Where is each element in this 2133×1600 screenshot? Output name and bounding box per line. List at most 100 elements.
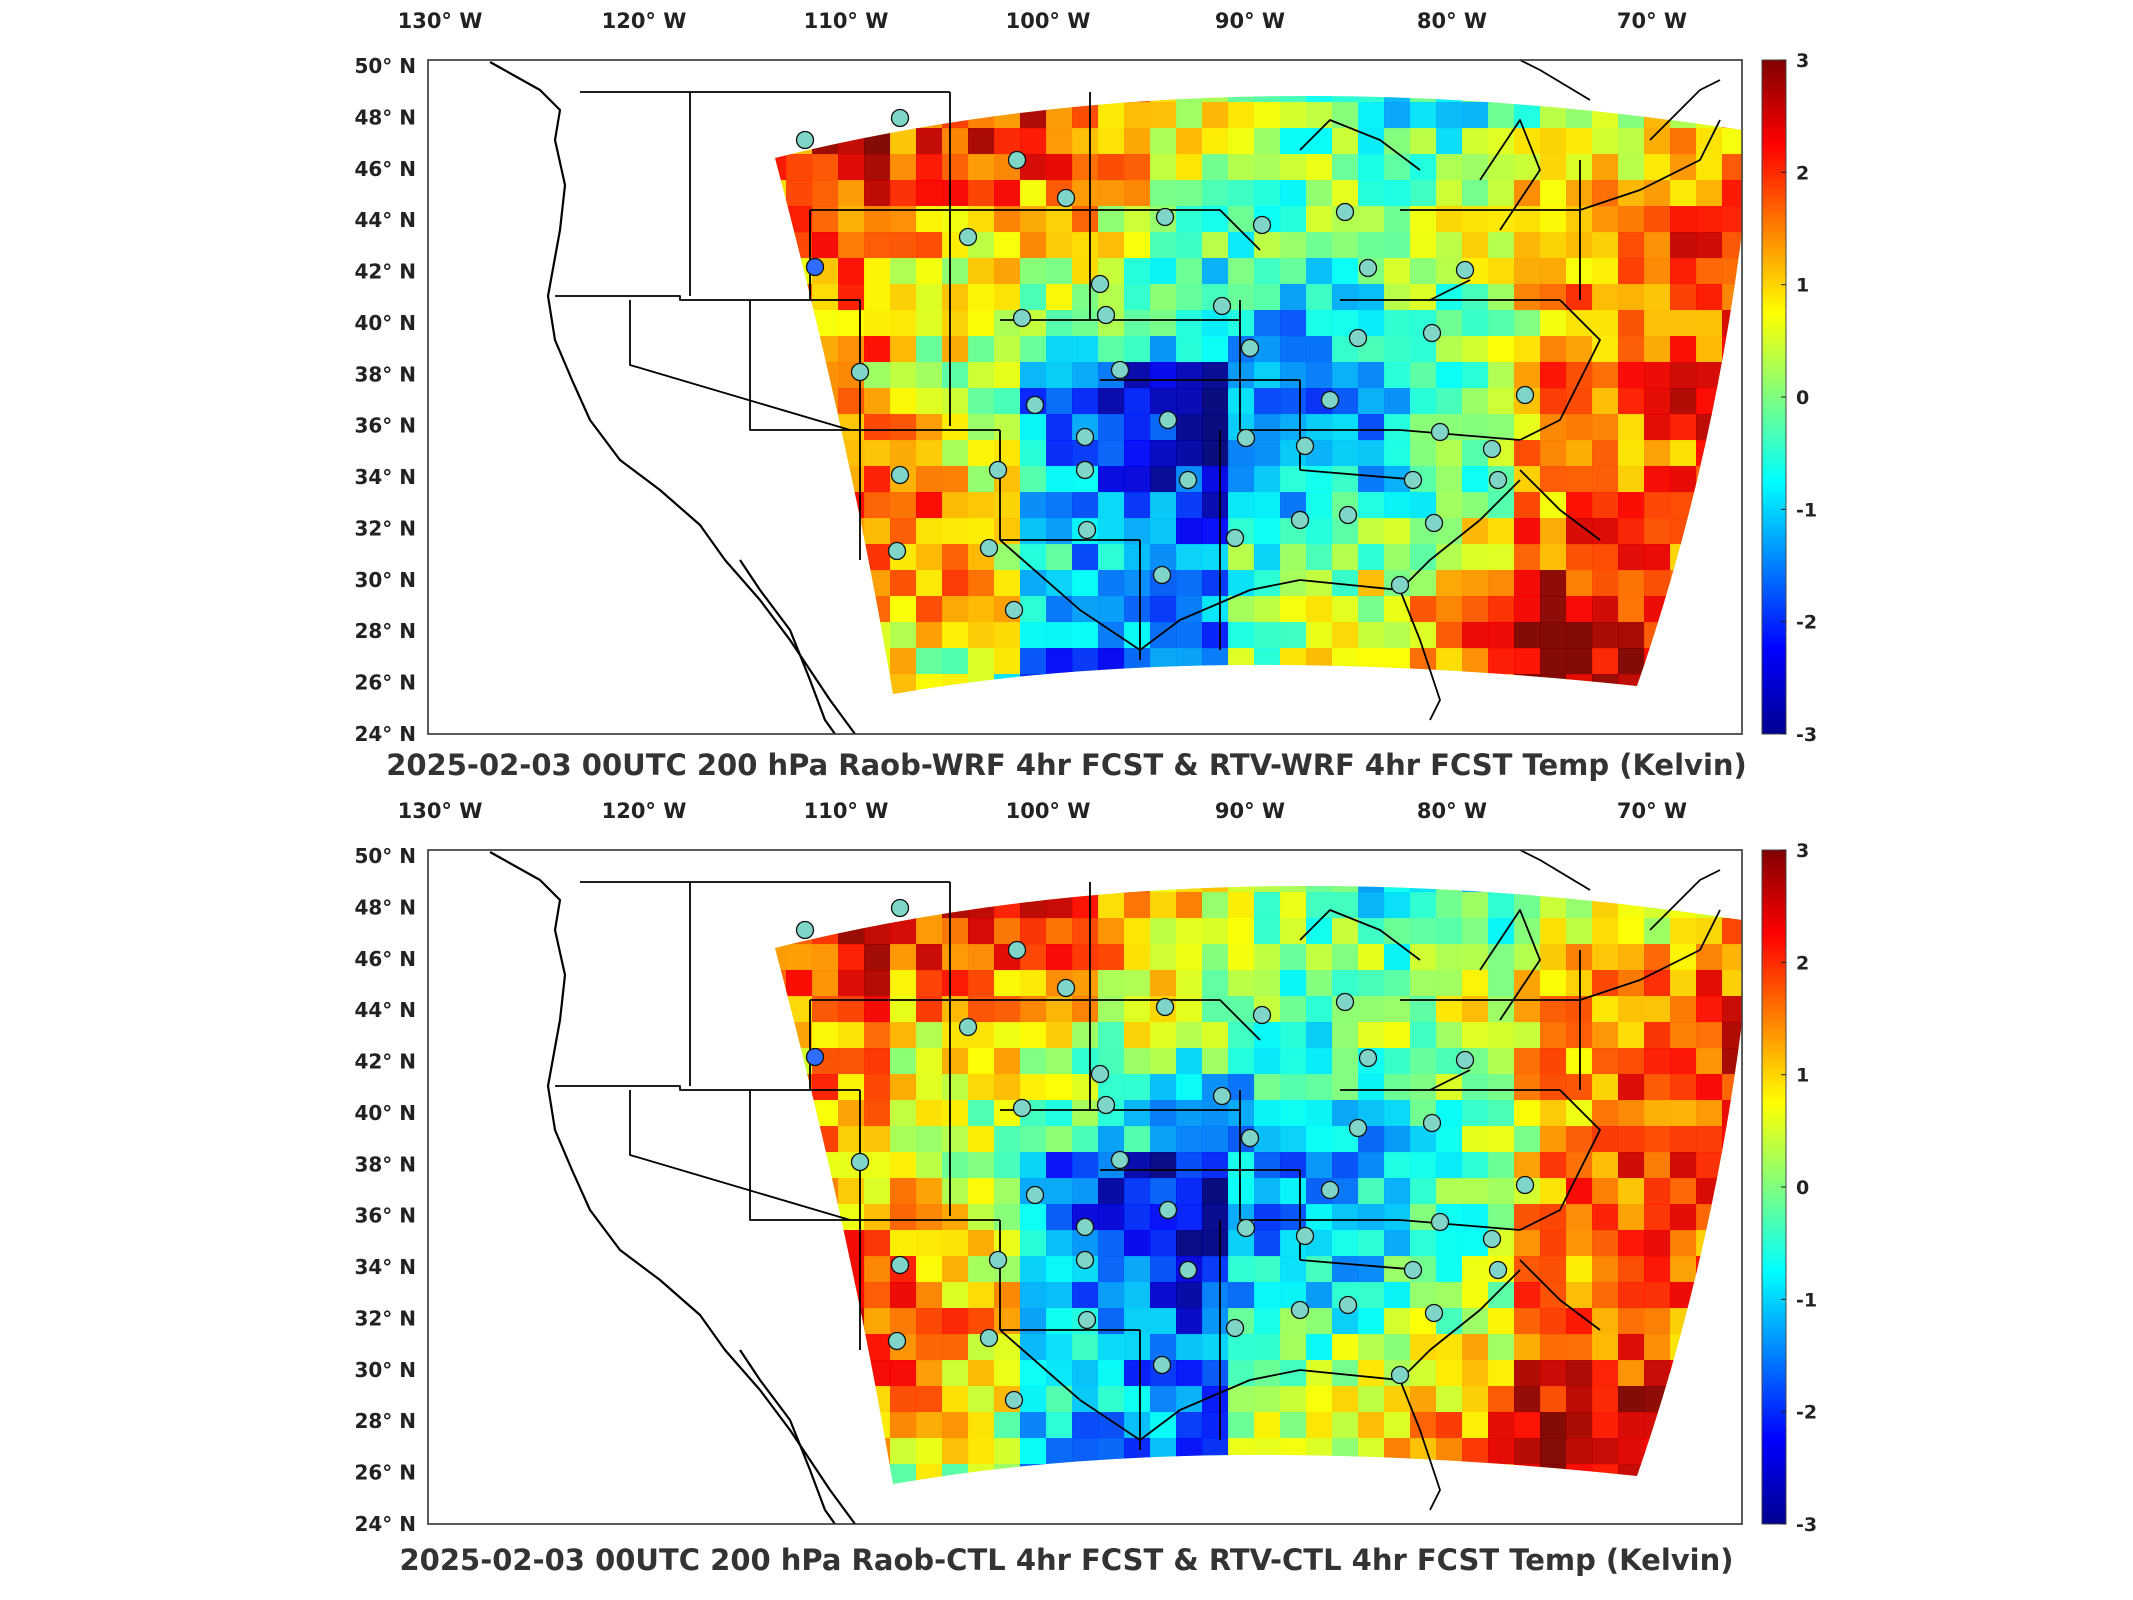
raob-station-marker [958,1017,978,1037]
raob-station-marker [1225,1318,1245,1338]
raob-station-marker [1290,1300,1310,1320]
raob-stations [795,898,1535,1410]
raob-station-marker [1077,1310,1097,1330]
latitude-label: 46° N [354,157,416,181]
raob-station-marker [1455,260,1475,280]
latitude-label: 46° N [354,947,416,971]
colorbar-tick-label: -3 [1796,1514,1817,1536]
raob-station-marker [958,227,978,247]
longitude-label: 90° W [1215,9,1285,33]
latitude-label: 24° N [354,722,416,746]
raob-station-marker [1025,395,1045,415]
colorbar-tick-label: -2 [1796,1402,1817,1424]
bottom-map-title: 2025-02-03 00UTC 200 hPa Raob-CTL 4hr FC… [399,1543,1734,1577]
raob-station-marker [1178,470,1198,490]
colorbar-tick-label: 0 [1796,1177,1809,1199]
raob-station-marker [1090,1064,1110,1084]
latitude-label: 44° N [354,998,416,1022]
longitude-label: 80° W [1417,9,1487,33]
latitude-label: 48° N [354,895,416,919]
latitude-label: 42° N [354,1050,416,1074]
raob-station-marker [1004,600,1024,620]
raob-station-marker [1178,1260,1198,1280]
longitude-label: 120° W [602,799,687,823]
raob-station-marker [1056,188,1076,208]
raob-station-marker [1110,1150,1130,1170]
top-map-title: 2025-02-03 00UTC 200 hPa Raob-WRF 4hr FC… [386,748,1747,782]
longitude-label: 130° W [398,9,483,33]
colorbar-tick-label: -1 [1796,1289,1817,1311]
colorbar-tick-label: -1 [1796,499,1817,521]
raob-station-marker [1004,1390,1024,1410]
latitude-label: 48° N [354,105,416,129]
raob-station-marker [890,108,910,128]
raob-station-marker [1482,1229,1502,1249]
raob-station-marker [1077,520,1097,540]
raob-station-marker [1096,1095,1116,1115]
raob-station-marker [1295,1226,1315,1246]
raob-station-marker [1320,390,1340,410]
raob-station-marker [1320,1180,1340,1200]
raob-station-marker [1007,150,1027,170]
raob-station-marker [1110,360,1130,380]
raob-station-marker [1515,385,1535,405]
raob-station-marker [1430,422,1450,442]
raob-station-marker [1424,1303,1444,1323]
longitude-label: 120° W [602,9,687,33]
raob-station-marker [1488,1260,1508,1280]
raob-station-marker [1012,308,1032,328]
raob-station-marker [1212,296,1232,316]
raob-station-marker [850,362,870,382]
raob-station-marker [1012,1098,1032,1118]
latitude-label: 32° N [354,1306,416,1330]
raob-station-marker [979,1328,999,1348]
latitude-label: 28° N [354,1409,416,1433]
raob-station-marker [1295,436,1315,456]
raob-station-marker [1236,428,1256,448]
raob-station-marker [988,460,1008,480]
latitude-label: 50° N [354,54,416,78]
longitude-label: 100° W [1006,9,1091,33]
raob-station-marker [890,465,910,485]
raob-station-marker [1075,1217,1095,1237]
latitude-label: 40° N [354,311,416,335]
raob-station-marker [1252,1005,1272,1025]
raob-station-marker [850,1152,870,1172]
longitude-label: 70° W [1617,9,1687,33]
latitude-label: 30° N [354,568,416,592]
latitude-label: 34° N [354,1255,416,1279]
raob-station-marker [1212,1086,1232,1106]
latitude-label: 36° N [354,1204,416,1228]
latitude-label: 38° N [354,1152,416,1176]
temperature-difference-field [775,885,1742,1484]
raob-station-marker [1158,410,1178,430]
raob-station-marker [805,257,825,277]
longitude-label: 110° W [804,799,889,823]
raob-station-marker [1482,439,1502,459]
colorbar-tick-label: 0 [1796,387,1809,409]
colorbar-tick-label: 3 [1796,50,1809,72]
longitude-label: 80° W [1417,799,1487,823]
longitude-label: 110° W [804,9,889,33]
raob-station-marker [1390,575,1410,595]
latitude-label: 40° N [354,1101,416,1125]
boundary-lines [489,849,1721,1525]
raob-station-marker [1424,513,1444,533]
colorbar-tick-label: 1 [1796,1065,1809,1087]
raob-station-marker [1152,1355,1172,1375]
raob-station-marker [887,1331,907,1351]
raob-station-marker [1155,997,1175,1017]
raob-station-marker [1358,258,1378,278]
temperature-difference-field [775,95,1742,694]
raob-station-marker [1403,1260,1423,1280]
raob-station-marker [1390,1365,1410,1385]
raob-station-marker [1348,328,1368,348]
top-map-panel: 130° W 120° W 110° W 100° W 90° W 80° W 70° W 5… [0,0,2133,790]
raob-station-marker [1430,1212,1450,1232]
colorbar-tick-label: -2 [1796,612,1817,634]
latitude-label: 34° N [354,465,416,489]
longitude-label: 90° W [1215,799,1285,823]
latitude-label: 38° N [354,362,416,386]
raob-station-marker [1240,338,1260,358]
raob-station-marker [1338,1295,1358,1315]
